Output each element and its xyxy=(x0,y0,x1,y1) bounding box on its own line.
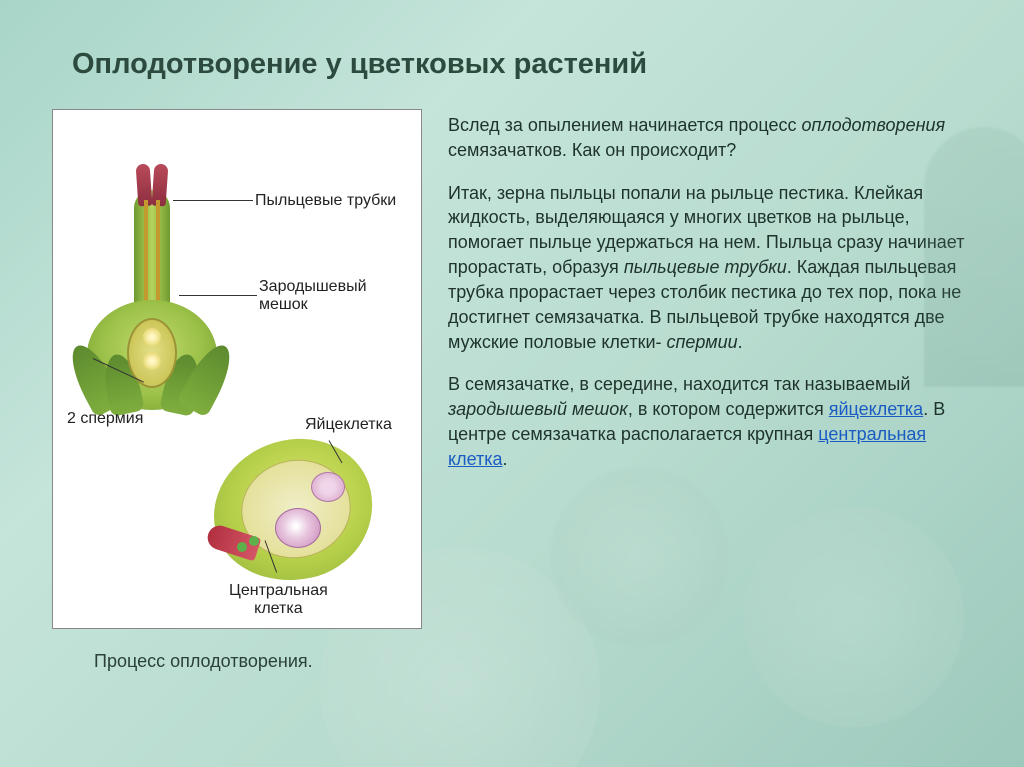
label-central: Центральная клетка xyxy=(229,582,328,617)
p2-text-e: . xyxy=(738,332,743,352)
sperm-closeup-2 xyxy=(249,536,259,546)
p2-italic-1: пыльцевые трубки xyxy=(624,257,787,277)
sperm-cell-1 xyxy=(143,328,161,346)
label-egg: Яйцеклетка xyxy=(305,416,392,434)
figure-column: Пыльцевые трубки Зародышевый мешок 2 спе… xyxy=(52,109,422,672)
p3-text-a: В семязачатке, в середине, находится так… xyxy=(448,374,910,394)
p3-text-c: , в котором содержится xyxy=(628,399,829,419)
link-egg-cell[interactable]: яйцеклетка xyxy=(829,399,923,419)
p3-italic-1: зародышевый мешок xyxy=(448,399,628,419)
ovule-diagram xyxy=(193,430,383,600)
egg-cell xyxy=(311,472,345,502)
p1-italic: оплодотворения xyxy=(802,115,946,135)
p2-italic-2: спермии xyxy=(667,332,738,352)
figure-frame: Пыльцевые трубки Зародышевый мешок 2 спе… xyxy=(52,109,422,629)
p3-text-g: . xyxy=(503,449,508,469)
bg-blob-2 xyxy=(744,507,964,727)
page-title: Оплодотворение у цветковых растений xyxy=(72,48,972,81)
p1-text-c: семязачатков. Как он происходит? xyxy=(448,140,736,160)
label-two-sperm: 2 спермия xyxy=(67,410,143,428)
leader-pollen-tubes xyxy=(173,200,253,201)
sperm-cell-2 xyxy=(143,352,161,370)
sperm-closeup-1 xyxy=(237,542,247,552)
paragraph-3: В семязачатке, в середине, находится так… xyxy=(448,372,972,471)
central-cell xyxy=(275,508,321,548)
paragraph-2: Итак, зерна пыльцы попали на рыльце пест… xyxy=(448,181,972,355)
bg-blob-3 xyxy=(550,467,730,647)
leader-embryo-sac xyxy=(179,295,257,296)
paragraph-1: Вслед за опылением начинается процесс оп… xyxy=(448,113,972,163)
p1-text-a: Вслед за опылением начинается процесс xyxy=(448,115,802,135)
bg-blob-4 xyxy=(924,127,1024,387)
label-pollen-tubes: Пыльцевые трубки xyxy=(255,192,396,210)
pistil-diagram xyxy=(87,170,217,410)
stigma-right xyxy=(152,164,169,207)
label-embryo-sac: Зародышевый мешок xyxy=(259,278,367,313)
